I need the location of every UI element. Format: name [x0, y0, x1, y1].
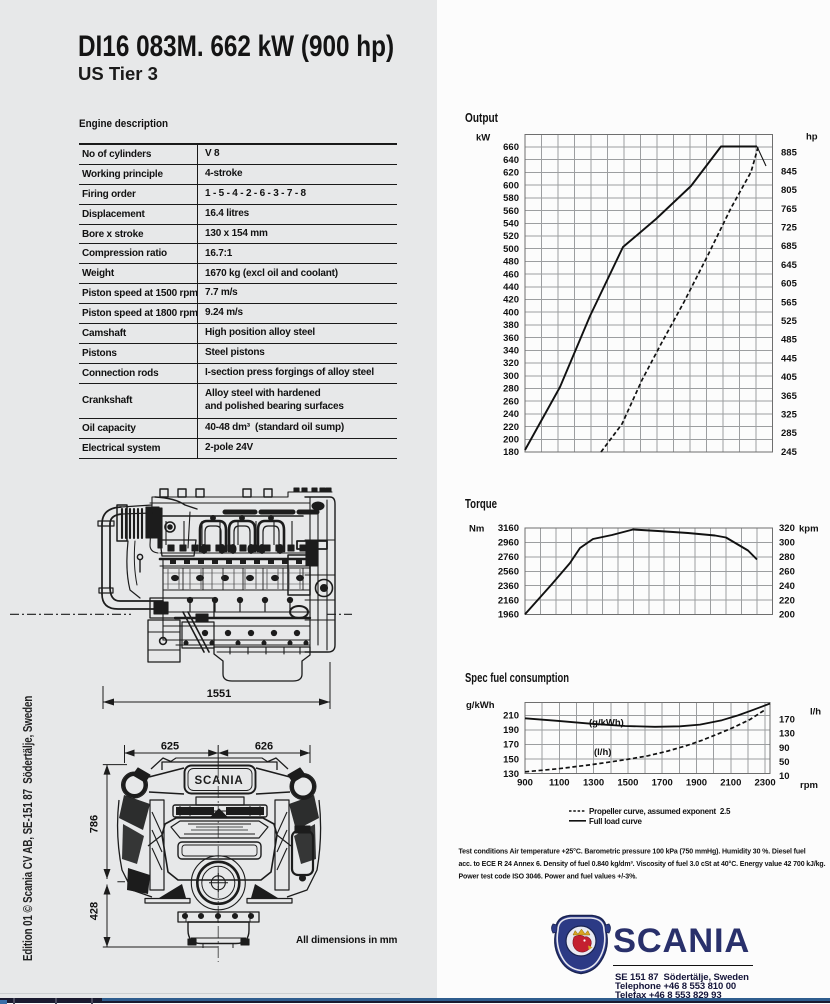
svg-text:428: 428 — [89, 902, 101, 920]
svg-text:260: 260 — [503, 396, 519, 407]
svg-text:g/kWh: g/kWh — [466, 700, 495, 711]
svg-text:2960: 2960 — [498, 538, 519, 549]
svg-text:365: 365 — [781, 391, 798, 402]
svg-text:200: 200 — [503, 434, 519, 445]
svg-text:280: 280 — [779, 552, 795, 563]
svg-text:Power test code ISO 3046. Powe: Power test code ISO 3046. Power and fuel… — [459, 874, 638, 881]
svg-text:380: 380 — [503, 320, 519, 331]
svg-text:130: 130 — [503, 769, 519, 780]
svg-text:786: 786 — [89, 815, 101, 833]
svg-text:hp: hp — [806, 132, 818, 143]
svg-text:kpm: kpm — [799, 524, 819, 535]
svg-text:(g/kWh): (g/kWh) — [589, 718, 624, 729]
svg-text:560: 560 — [503, 206, 519, 217]
svg-text:170: 170 — [503, 740, 519, 751]
svg-text:300: 300 — [503, 371, 519, 382]
svg-text:130: 130 — [779, 729, 795, 740]
svg-text:1960: 1960 — [498, 610, 519, 621]
svg-text:1551: 1551 — [207, 688, 231, 700]
svg-text:50: 50 — [779, 757, 790, 768]
svg-text:900: 900 — [517, 778, 533, 789]
svg-text:Spec fuel consumption: Spec fuel consumption — [465, 670, 569, 685]
svg-text:220: 220 — [503, 422, 519, 433]
svg-text:640: 640 — [503, 155, 519, 166]
svg-text:440: 440 — [503, 282, 519, 293]
svg-text:l/h: l/h — [810, 707, 821, 718]
svg-text:360: 360 — [503, 333, 519, 344]
svg-text:540: 540 — [503, 218, 519, 229]
svg-text:10: 10 — [779, 771, 790, 782]
svg-text:885: 885 — [781, 148, 798, 159]
svg-text:525: 525 — [781, 316, 798, 327]
svg-text:SCANIA: SCANIA — [195, 775, 244, 787]
svg-text:245: 245 — [781, 447, 798, 458]
svg-text:150: 150 — [503, 754, 519, 765]
svg-text:rpm: rpm — [800, 780, 818, 791]
svg-text:725: 725 — [781, 223, 798, 234]
svg-text:3160: 3160 — [498, 523, 519, 534]
svg-text:240: 240 — [779, 581, 795, 592]
svg-text:660: 660 — [503, 142, 519, 153]
svg-text:765: 765 — [781, 204, 798, 215]
svg-text:210: 210 — [503, 711, 519, 722]
svg-text:200: 200 — [779, 610, 795, 621]
svg-text:600: 600 — [503, 180, 519, 191]
svg-text:acc. to ECE R 24 Annex 6. Dens: acc. to ECE R 24 Annex 6. Density of fue… — [459, 860, 826, 868]
svg-text:Nm: Nm — [469, 524, 484, 535]
svg-text:460: 460 — [503, 269, 519, 280]
svg-text:400: 400 — [503, 307, 519, 318]
svg-text:565: 565 — [781, 297, 798, 308]
svg-text:Torque: Torque — [465, 496, 497, 511]
svg-text:kW: kW — [476, 133, 490, 144]
svg-text:170: 170 — [779, 715, 795, 726]
svg-text:420: 420 — [503, 295, 519, 306]
svg-text:500: 500 — [503, 244, 519, 255]
svg-text:645: 645 — [781, 260, 798, 271]
svg-text:(l/h): (l/h) — [594, 747, 611, 758]
svg-text:620: 620 — [503, 168, 519, 179]
svg-text:685: 685 — [781, 241, 798, 252]
svg-text:625: 625 — [161, 741, 179, 753]
svg-text:2100: 2100 — [720, 778, 741, 789]
svg-text:300: 300 — [779, 538, 795, 549]
svg-text:180: 180 — [503, 447, 519, 458]
svg-text:605: 605 — [781, 279, 798, 290]
svg-text:485: 485 — [781, 335, 798, 346]
svg-text:Test conditions Air temperatur: Test conditions Air temperature +25°C. B… — [459, 848, 806, 856]
svg-text:2360: 2360 — [498, 581, 519, 592]
svg-text:90: 90 — [779, 743, 790, 754]
svg-text:220: 220 — [779, 595, 795, 606]
svg-text:1700: 1700 — [652, 778, 673, 789]
svg-text:520: 520 — [503, 231, 519, 242]
svg-text:1100: 1100 — [549, 778, 570, 789]
svg-text:580: 580 — [503, 193, 519, 204]
svg-text:285: 285 — [781, 428, 798, 439]
svg-text:626: 626 — [255, 741, 273, 753]
svg-text:405: 405 — [781, 372, 798, 383]
svg-text:1500: 1500 — [617, 778, 638, 789]
svg-text:325: 325 — [781, 410, 798, 421]
svg-text:2560: 2560 — [498, 566, 519, 577]
svg-text:320: 320 — [779, 523, 795, 534]
svg-text:340: 340 — [503, 346, 519, 357]
svg-text:805: 805 — [781, 185, 798, 196]
svg-text:240: 240 — [503, 409, 519, 420]
svg-text:845: 845 — [781, 166, 798, 177]
svg-text:Output: Output — [465, 110, 499, 125]
svg-text:2160: 2160 — [498, 595, 519, 606]
svg-text:2300: 2300 — [755, 778, 776, 789]
svg-text:190: 190 — [503, 725, 519, 736]
svg-text:280: 280 — [503, 384, 519, 395]
svg-text:Full load curve: Full load curve — [589, 817, 643, 826]
svg-text:445: 445 — [781, 353, 798, 364]
svg-text:480: 480 — [503, 257, 519, 268]
svg-text:2760: 2760 — [498, 552, 519, 563]
svg-text:Propeller curve, assumed expon: Propeller curve, assumed exponent 2.5 — [589, 807, 731, 816]
svg-text:1300: 1300 — [583, 778, 604, 789]
svg-text:1900: 1900 — [686, 778, 707, 789]
svg-text:260: 260 — [779, 566, 795, 577]
svg-text:320: 320 — [503, 358, 519, 369]
